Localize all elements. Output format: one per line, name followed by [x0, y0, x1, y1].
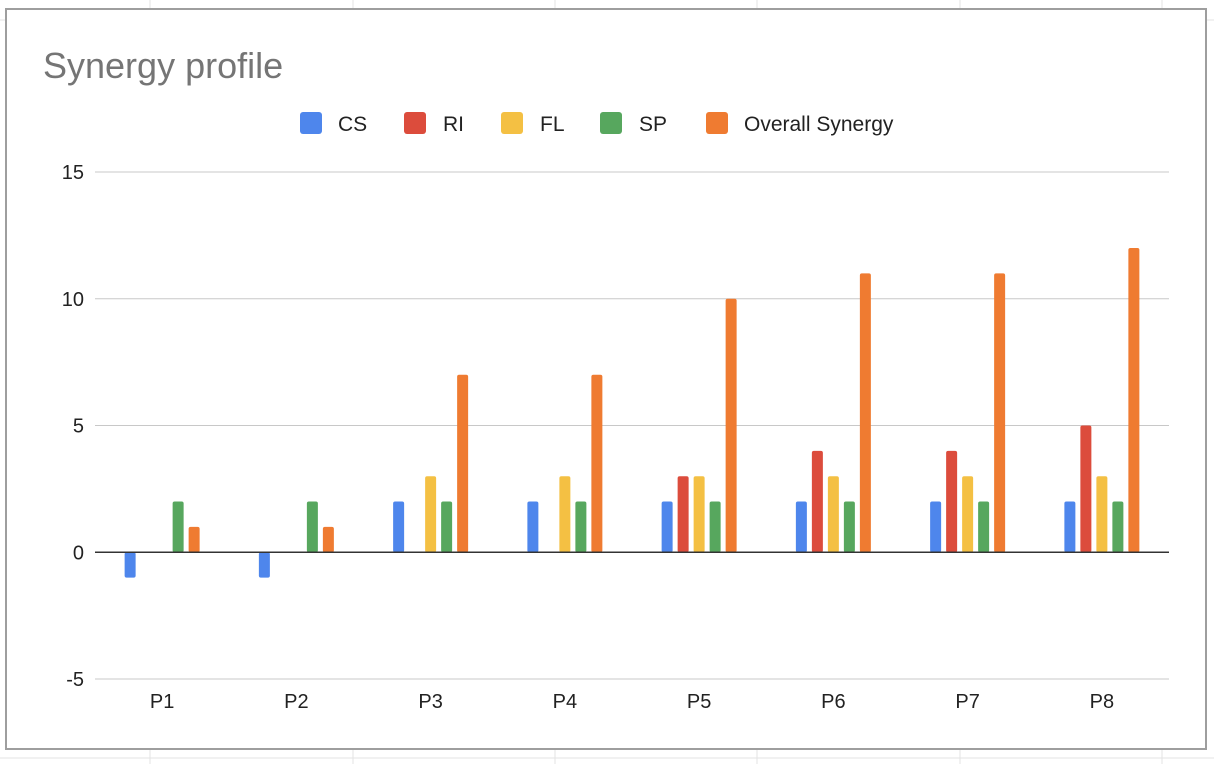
bar-ri-p7[interactable]	[946, 450, 958, 553]
bar-cs-p6[interactable]	[795, 501, 807, 553]
legend-swatch-fl	[501, 112, 523, 134]
bar-sp-p1[interactable]	[172, 501, 184, 553]
legend-label: RI	[443, 113, 464, 136]
bar-fl-p7[interactable]	[962, 476, 974, 553]
x-tick-label: P7	[955, 691, 979, 713]
bar-cs-p1[interactable]	[124, 552, 136, 578]
x-tick-label: P4	[553, 691, 577, 713]
bar-cs-p4[interactable]	[527, 501, 539, 553]
bar-fl-p6[interactable]	[827, 476, 839, 553]
x-tick-label: P1	[150, 691, 174, 713]
gridlines	[95, 171, 1169, 680]
legend-label: Overall Synergy	[744, 113, 894, 136]
x-tick-label: P6	[821, 691, 845, 713]
y-tick-label: 15	[62, 162, 84, 184]
bar-fl-p3[interactable]	[425, 476, 437, 553]
y-axis-tick-labels: -5 0 5 10 15	[62, 162, 84, 691]
bar-sp-p8[interactable]	[1112, 501, 1124, 553]
bar-sp-p4[interactable]	[575, 501, 587, 553]
x-tick-label: P3	[418, 691, 442, 713]
bar-overall-synergy-p7[interactable]	[994, 273, 1006, 553]
bar-overall-synergy-p1[interactable]	[188, 526, 200, 553]
bar-fl-p5[interactable]	[693, 476, 705, 553]
legend-swatch-ri	[404, 112, 426, 134]
chart-legend: CS RI FL SP Overall Synergy	[300, 112, 894, 136]
y-tick-label: 5	[73, 416, 84, 438]
chart-title: Synergy profile	[43, 45, 283, 86]
bar-ri-p5[interactable]	[677, 476, 689, 553]
legend-label: SP	[639, 113, 667, 136]
bar-overall-synergy-p3[interactable]	[457, 374, 469, 553]
bar-sp-p3[interactable]	[441, 501, 453, 553]
bar-overall-synergy-p5[interactable]	[725, 298, 737, 553]
bar-overall-synergy-p8[interactable]	[1128, 248, 1140, 553]
bar-cs-p7[interactable]	[930, 501, 942, 553]
bar-cs-p3[interactable]	[393, 501, 405, 553]
bar-sp-p7[interactable]	[978, 501, 990, 553]
bar-cs-p5[interactable]	[661, 501, 673, 553]
y-tick-label: 0	[73, 542, 84, 564]
legend-swatch-cs	[300, 112, 322, 134]
bar-cs-p8[interactable]	[1064, 501, 1076, 553]
x-axis-tick-labels: P1 P2 P3 P4 P5 P6 P7 P8	[150, 691, 1114, 713]
bar-cs-p2[interactable]	[258, 552, 270, 578]
bar-overall-synergy-p2[interactable]	[322, 526, 334, 553]
legend-swatch-sp	[600, 112, 622, 134]
bar-overall-synergy-p6[interactable]	[859, 273, 871, 553]
x-tick-label: P8	[1090, 691, 1114, 713]
y-tick-label: 10	[62, 289, 84, 311]
bar-sp-p6[interactable]	[843, 501, 855, 553]
bar-fl-p4[interactable]	[559, 476, 571, 553]
bar-overall-synergy-p4[interactable]	[591, 374, 603, 553]
bar-series	[124, 248, 1140, 578]
bar-sp-p5[interactable]	[709, 501, 721, 553]
bar-fl-p8[interactable]	[1096, 476, 1108, 553]
legend-label: FL	[540, 113, 565, 136]
x-tick-label: P5	[687, 691, 711, 713]
bar-ri-p6[interactable]	[811, 450, 823, 553]
bar-sp-p2[interactable]	[306, 501, 318, 553]
bar-ri-p8[interactable]	[1080, 425, 1092, 553]
legend-label: CS	[338, 113, 367, 136]
y-tick-label: -5	[66, 669, 84, 691]
legend-swatch-overall-synergy	[706, 112, 728, 134]
x-tick-label: P2	[284, 691, 308, 713]
